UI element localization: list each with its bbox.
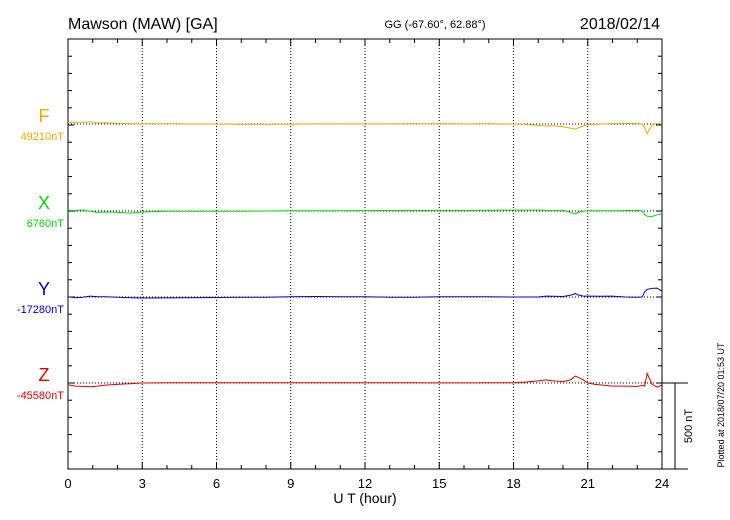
series-label-Y: Y (38, 279, 50, 299)
station-title: Mawson (MAW) [GA] (68, 16, 218, 33)
series-label-X: X (38, 193, 50, 213)
x-tick-label-12: 12 (358, 476, 372, 491)
series-baseline-Z: -45580nT (17, 390, 64, 402)
x-tick-label-9: 9 (287, 476, 294, 491)
x-tick-label-15: 15 (432, 476, 446, 491)
series-line-Y (67, 287, 663, 299)
series-baseline-X: 6760nT (27, 218, 65, 230)
x-tick-label-18: 18 (506, 476, 520, 491)
x-axis-label: U T (hour) (333, 490, 396, 506)
series-line-Z (67, 371, 663, 388)
x-tick-labels: 0 3 6 9 12 15 18 21 24 (64, 476, 669, 491)
series-baseline-Y: -17280nT (17, 304, 64, 316)
axis-ticks (67, 38, 663, 470)
x-tick-label-24: 24 (655, 476, 669, 491)
scale-bar-label: 500 nT (683, 409, 695, 444)
vertical-grid (141, 39, 589, 469)
coords-label: GG (-67.60°, 62.88°) (384, 19, 485, 31)
scale-bar: 500 nT (662, 382, 695, 470)
plot-frame (67, 38, 663, 470)
date-label: 2018/02/14 (580, 16, 660, 33)
series-line-F (67, 121, 663, 135)
plotted-note: Plotted at 2018/07/20 01:53 UT (716, 342, 726, 468)
series-baseline-F: 49210nT (21, 131, 65, 143)
x-tick-label-0: 0 (64, 476, 71, 491)
x-tick-label-21: 21 (581, 476, 595, 491)
series-lines (67, 121, 663, 388)
series-line-X (67, 209, 663, 218)
series-label-F: F (39, 106, 50, 126)
x-tick-label-6: 6 (213, 476, 220, 491)
series-labels: F 49210nT X 6760nT Y -17280nT Z -45580nT (17, 106, 64, 402)
x-tick-label-3: 3 (139, 476, 146, 491)
series-label-Z: Z (39, 365, 50, 385)
